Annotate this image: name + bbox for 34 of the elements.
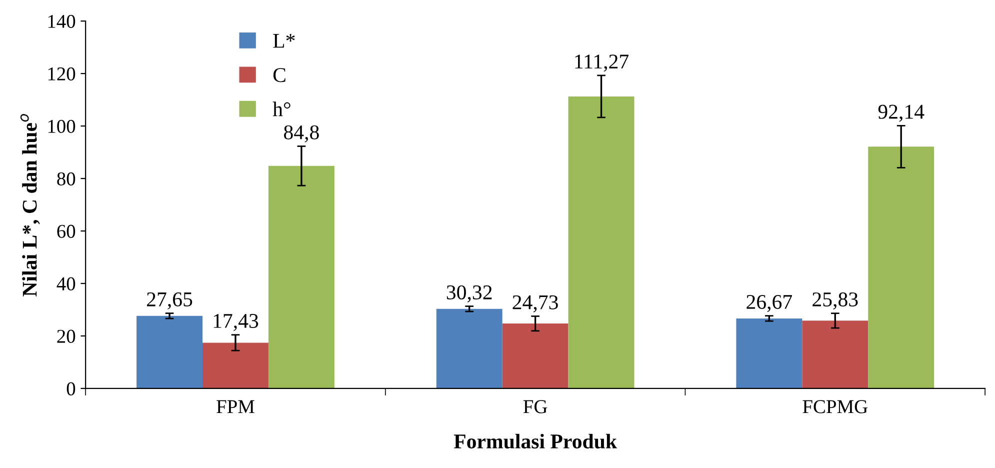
y-tick-label: 20 xyxy=(57,330,76,343)
data-label: 17,43 xyxy=(214,314,258,331)
bar xyxy=(802,320,868,388)
bar xyxy=(568,96,634,388)
y-tick-label: 40 xyxy=(56,277,76,290)
data-label: 25,83 xyxy=(812,292,858,310)
data-label: 26,67 xyxy=(746,294,792,312)
bar xyxy=(268,166,334,388)
y-tick-label: 100 xyxy=(48,120,76,133)
legend-label: h° xyxy=(272,102,290,116)
bar xyxy=(736,318,802,388)
legend-label: C xyxy=(273,68,286,82)
data-label: 30,32 xyxy=(446,285,492,302)
y-tick-label: 60 xyxy=(57,224,76,238)
y-tick-label: 120 xyxy=(48,67,76,80)
data-label: 24,73 xyxy=(512,295,558,312)
data-label: 27,65 xyxy=(147,292,192,310)
bar xyxy=(202,342,268,388)
data-label: 92,14 xyxy=(878,104,924,122)
x-tick-label: FCPMG xyxy=(802,400,868,414)
bar xyxy=(502,324,568,388)
x-tick-label: FPM xyxy=(216,400,254,414)
bar xyxy=(436,308,502,388)
x-tick-label: FG xyxy=(523,400,548,414)
bar xyxy=(868,146,934,388)
data-label: 84,8 xyxy=(284,125,319,142)
y-tick-label: 140 xyxy=(48,14,76,28)
bar xyxy=(136,316,202,388)
legend-label: L* xyxy=(273,34,295,48)
x-axis-title: Formulasi Produk xyxy=(454,434,617,449)
y-axis-title: Nilai L*, C dan hue$^{o}$ xyxy=(20,114,40,296)
y-tick-label: 80 xyxy=(57,172,76,186)
y-tick-label: 0 xyxy=(66,382,76,396)
data-label: 111,27 xyxy=(575,54,629,72)
